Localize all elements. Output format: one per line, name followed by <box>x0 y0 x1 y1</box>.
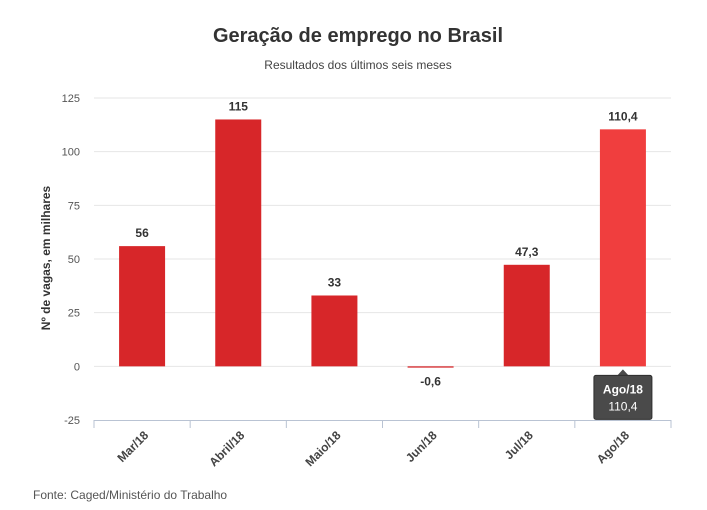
x-tick-label: Abril/18 <box>206 428 247 469</box>
x-tick-label: Jun/18 <box>403 428 440 465</box>
bar[interactable] <box>599 129 646 367</box>
bar[interactable] <box>119 246 166 367</box>
y-tick-label: 25 <box>68 308 80 320</box>
chart-title: Geração de emprego no Brasil <box>213 25 503 47</box>
y-axis-ticks: 125 100 75 50 25 0 -25 <box>62 93 80 427</box>
tooltip-box <box>593 374 653 420</box>
tooltip: Ago/18 110,4 <box>593 369 653 420</box>
x-tick-label: Ago/18 <box>594 428 632 466</box>
x-tick-label: Maio/18 <box>303 428 344 469</box>
gridlines <box>94 97 671 367</box>
bar[interactable] <box>407 366 454 368</box>
bars <box>119 119 646 368</box>
y-tick-label: 125 <box>62 93 80 105</box>
data-label: 47,3 <box>515 245 539 259</box>
y-tick-label: 50 <box>68 254 80 266</box>
y-tick-label: 100 <box>62 147 80 159</box>
bar[interactable] <box>215 119 262 367</box>
data-label: 33 <box>328 275 342 289</box>
data-label: -0,6 <box>420 375 441 389</box>
tooltip-value: 110,4 <box>608 399 637 413</box>
chart-subtitle: Resultados dos últimos seis meses <box>264 58 451 72</box>
bar[interactable] <box>503 264 550 367</box>
bar[interactable] <box>311 295 358 367</box>
tooltip-pointer <box>616 369 629 376</box>
y-tick-label: 0 <box>74 361 80 373</box>
y-tick-label: 75 <box>68 200 80 212</box>
data-label: 115 <box>229 99 249 113</box>
y-axis-label: Nº de vagas, em milhares <box>39 185 53 330</box>
x-axis: Mar/18 Abril/18 Maio/18 Jun/18 Jul/18 Ago/18 <box>93 420 672 469</box>
x-tick-label: Jul/18 <box>502 428 536 462</box>
data-labels: 56 115 33 -0,6 47,3 110,4 <box>135 99 638 388</box>
tooltip-title: Ago/18 <box>603 382 643 396</box>
data-label: 110,4 <box>608 109 638 123</box>
data-label: 56 <box>135 226 149 240</box>
source-note: Fonte: Caged/Ministério do Trabalho <box>33 488 227 502</box>
y-tick-label: -25 <box>64 415 80 427</box>
x-tick-label: Mar/18 <box>114 428 151 465</box>
